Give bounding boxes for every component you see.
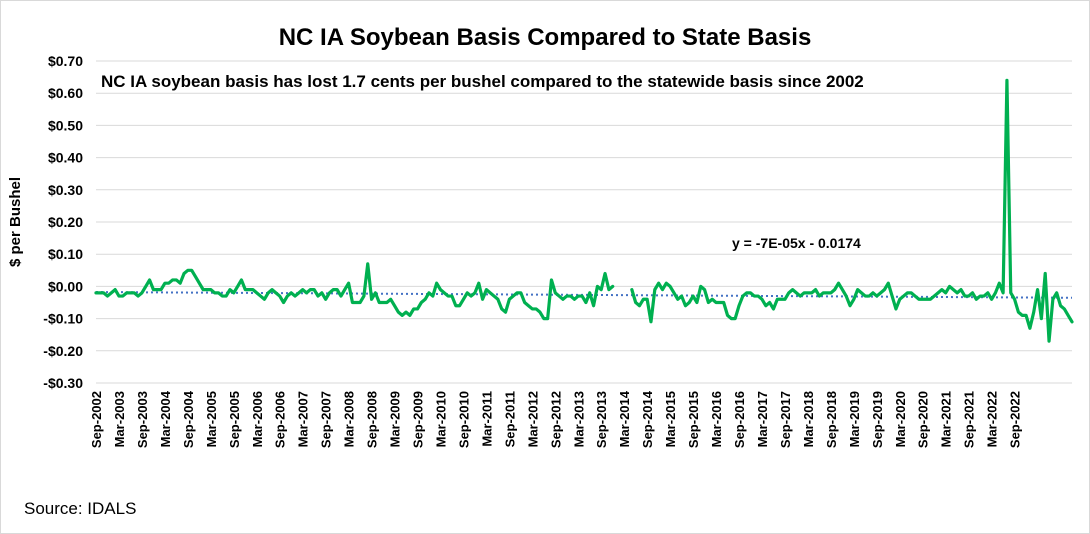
x-tick-label: Sep-2004 — [181, 390, 196, 448]
y-tick-label: -$0.30 — [43, 375, 83, 391]
x-tick-label: Sep-2009 — [411, 391, 426, 448]
y-tick-label: $0.40 — [48, 150, 83, 166]
x-tick-label: Mar-2008 — [342, 391, 357, 447]
x-tick-label: Sep-2019 — [870, 391, 885, 448]
y-tick-label: $0.00 — [48, 278, 83, 294]
x-tick-label: Mar-2022 — [985, 391, 1000, 447]
y-tick-label: -$0.10 — [43, 311, 83, 327]
x-tick-label: Mar-2011 — [479, 391, 494, 447]
x-tick-label: Sep-2014 — [640, 390, 655, 448]
gridlines — [96, 60, 1072, 384]
basis-series-line — [94, 78, 1074, 343]
y-tick-label: $0.70 — [48, 53, 83, 69]
source-note: Source: IDALS — [24, 499, 136, 518]
x-tick-label: Mar-2006 — [250, 391, 265, 447]
x-tick-label: Sep-2020 — [916, 391, 931, 448]
y-tick-label: $0.20 — [48, 214, 83, 230]
x-tick-label: Mar-2004 — [158, 390, 173, 447]
x-tick-label: Sep-2018 — [824, 391, 839, 448]
x-tick-label: Sep-2022 — [1008, 391, 1023, 448]
x-tick-label: Mar-2021 — [939, 391, 954, 447]
x-tick-label: Sep-2005 — [227, 391, 242, 448]
x-tick-label: Sep-2008 — [365, 391, 380, 448]
x-tick-label: Sep-2021 — [962, 391, 977, 448]
x-tick-label: Sep-2016 — [732, 391, 747, 448]
x-axis-ticks: Sep-2002 Mar-2003 Sep-2003 Mar-2004 Sep-2004… — [89, 390, 1023, 448]
x-tick-label: Sep-2003 — [135, 391, 150, 448]
x-tick-label: Mar-2005 — [204, 391, 219, 447]
x-tick-label: Sep-2002 — [89, 391, 104, 448]
chart-annotation: NC IA soybean basis has lost 1.7 cents p… — [101, 72, 864, 91]
x-tick-label: Mar-2017 — [755, 391, 770, 447]
x-tick-label: Sep-2006 — [273, 391, 288, 448]
x-tick-label: Mar-2018 — [801, 391, 816, 447]
x-tick-label: Sep-2015 — [686, 391, 701, 448]
x-tick-label: Sep-2007 — [319, 391, 334, 448]
x-tick-label: Mar-2010 — [433, 391, 448, 447]
y-tick-label: $0.60 — [48, 85, 83, 101]
trendline-equation: y = -7E-05x - 0.0174 — [732, 235, 861, 251]
y-tick-label: $0.30 — [48, 182, 83, 198]
x-tick-label: Sep-2011 — [502, 391, 517, 447]
series-layer — [94, 78, 1074, 343]
x-tick-label: Mar-2016 — [709, 391, 724, 447]
x-tick-label: Mar-2019 — [847, 391, 862, 447]
x-tick-label: Sep-2013 — [594, 391, 609, 448]
x-tick-label: Mar-2014 — [617, 390, 632, 447]
x-tick-label: Mar-2007 — [296, 391, 311, 447]
y-tick-label: $0.50 — [48, 117, 83, 133]
x-tick-label: Mar-2012 — [525, 391, 540, 447]
y-axis-label: $ per Bushel — [7, 177, 24, 267]
x-tick-label: Sep-2010 — [456, 391, 471, 448]
y-axis-ticks: $0.70 $0.60 $0.50 $0.40 $0.30 $0.20 $0.10 $0.00… — [43, 53, 83, 391]
x-tick-label: Mar-2020 — [893, 391, 908, 447]
x-tick-label: Mar-2009 — [388, 391, 403, 447]
chart-title: NC IA Soybean Basis Compared to State Ba… — [279, 24, 812, 51]
x-tick-label: Sep-2017 — [778, 391, 793, 448]
x-tick-label: Mar-2003 — [112, 391, 127, 447]
y-tick-label: $0.10 — [48, 246, 83, 262]
x-tick-label: Sep-2012 — [548, 391, 563, 448]
x-tick-label: Mar-2015 — [663, 391, 678, 447]
y-tick-label: -$0.20 — [43, 343, 83, 359]
x-tick-label: Mar-2013 — [571, 391, 586, 447]
